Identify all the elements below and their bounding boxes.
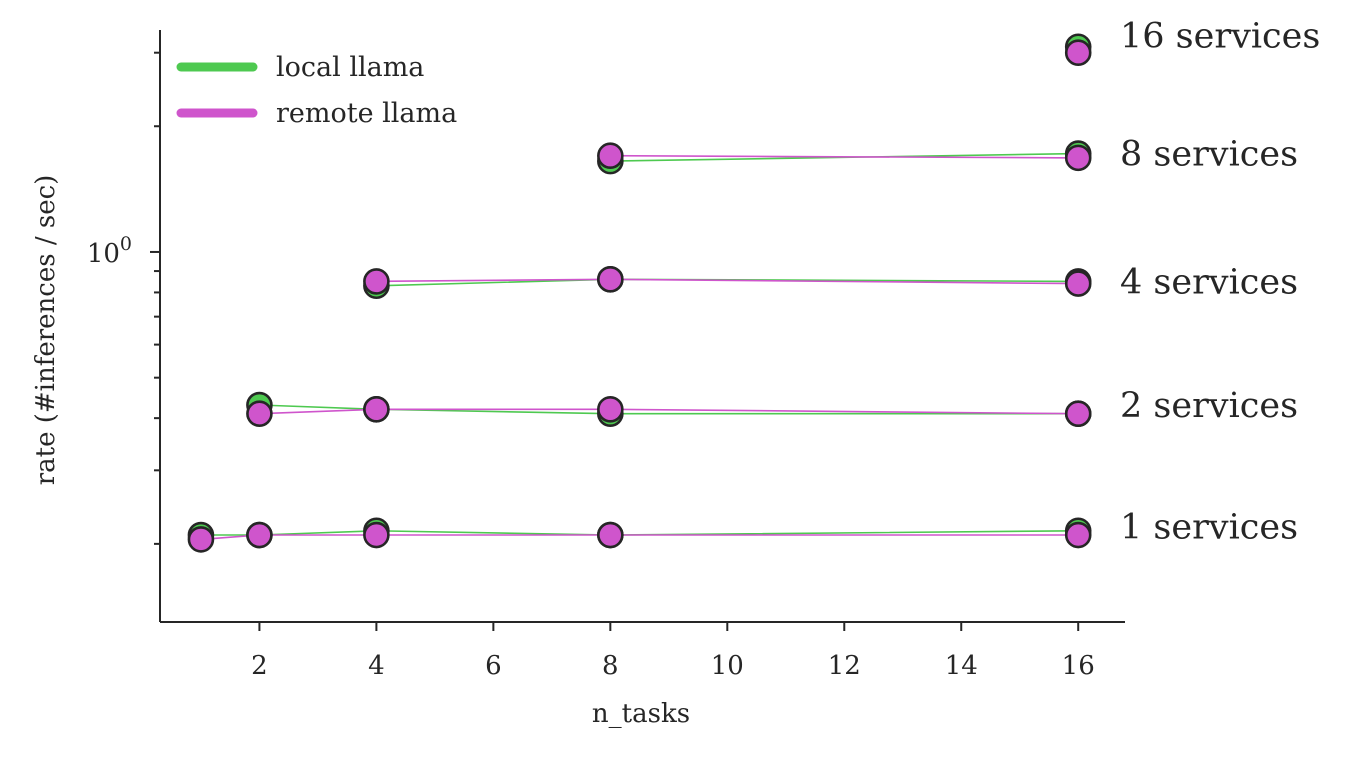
- y-tick-label: 100: [87, 233, 132, 269]
- data-point-remote-llama: [597, 521, 624, 549]
- legend: local llama remote llama: [176, 52, 457, 129]
- x-tick-label: 2: [251, 651, 268, 681]
- data-point-remote-llama: [597, 142, 624, 170]
- x-tick-label: 4: [368, 651, 385, 681]
- series-line-remote-llama: [610, 154, 1079, 159]
- group-label: 1 services: [1120, 508, 1298, 548]
- series-line-remote-llama: [200, 534, 1079, 541]
- series-line-local-llama: [259, 404, 1079, 415]
- group-3: 4 services: [363, 262, 1298, 302]
- data-point-remote-llama: [1064, 144, 1092, 172]
- data-point-remote-llama: [187, 526, 215, 553]
- data-point-remote-llama: [363, 268, 390, 295]
- legend-label: remote llama: [276, 98, 457, 129]
- data-point-remote-llama: [597, 266, 624, 293]
- y-axis-title: rate (#inferences / sec): [31, 175, 61, 486]
- series-line-remote-llama: [259, 408, 1079, 415]
- x-tick-label: 8: [602, 651, 619, 681]
- y-axis: 100: [87, 30, 161, 622]
- group-label: 8 services: [1120, 135, 1298, 175]
- data-point-remote-llama: [1064, 39, 1092, 67]
- group-label: 4 services: [1120, 262, 1298, 302]
- data-point-remote-llama: [246, 400, 273, 427]
- data-point-remote-llama: [1064, 400, 1092, 427]
- x-tick-label: 12: [828, 651, 861, 681]
- group-5: 16 services: [1064, 16, 1320, 67]
- x-tick-label: 16: [1062, 651, 1095, 681]
- data-point-remote-llama: [1064, 270, 1092, 297]
- group-2: 2 services: [246, 386, 1298, 427]
- x-axis: 2 4 6 8 10 12 14 16: [160, 621, 1125, 681]
- group-4: 8 services: [597, 135, 1298, 175]
- legend-label: local llama: [276, 52, 424, 83]
- data-point-remote-llama: [246, 521, 273, 549]
- x-axis-title: n_tasks: [592, 699, 690, 729]
- data-point-remote-llama: [597, 396, 624, 423]
- data-point-remote-llama: [363, 396, 390, 423]
- group-label: 2 services: [1120, 386, 1298, 426]
- group-label: 16 services: [1120, 16, 1320, 56]
- x-tick-label: 14: [945, 651, 978, 681]
- x-tick-label: 10: [711, 651, 744, 681]
- data-point-remote-llama: [1064, 521, 1092, 549]
- data-point-remote-llama: [363, 521, 390, 549]
- x-tick-label: 6: [485, 651, 502, 681]
- plot-area: 1 services 2 services 4 services 8 services…: [187, 16, 1320, 553]
- group-1: 1 services: [187, 508, 1298, 553]
